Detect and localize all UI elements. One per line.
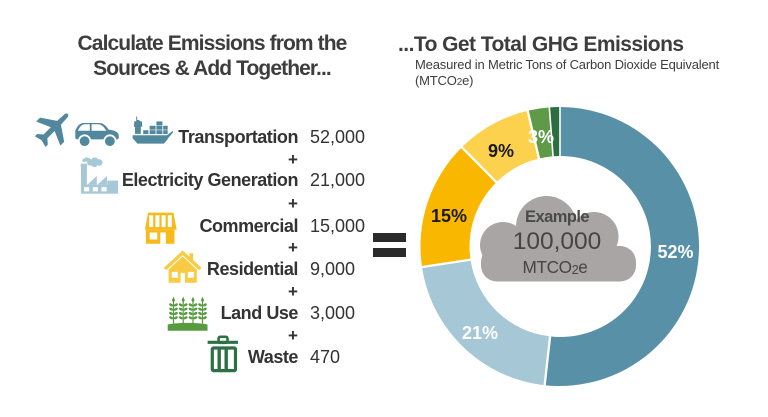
svg-text:9%: 9% <box>488 141 514 161</box>
svg-text:21%: 21% <box>462 323 498 343</box>
svg-text:52%: 52% <box>657 242 693 262</box>
svg-text:MTCO2e: MTCO2e <box>522 257 587 277</box>
svg-text:3%: 3% <box>528 127 554 147</box>
svg-text:15%: 15% <box>431 206 467 226</box>
svg-text:100,000: 100,000 <box>513 228 602 255</box>
svg-text:Example: Example <box>525 208 589 226</box>
